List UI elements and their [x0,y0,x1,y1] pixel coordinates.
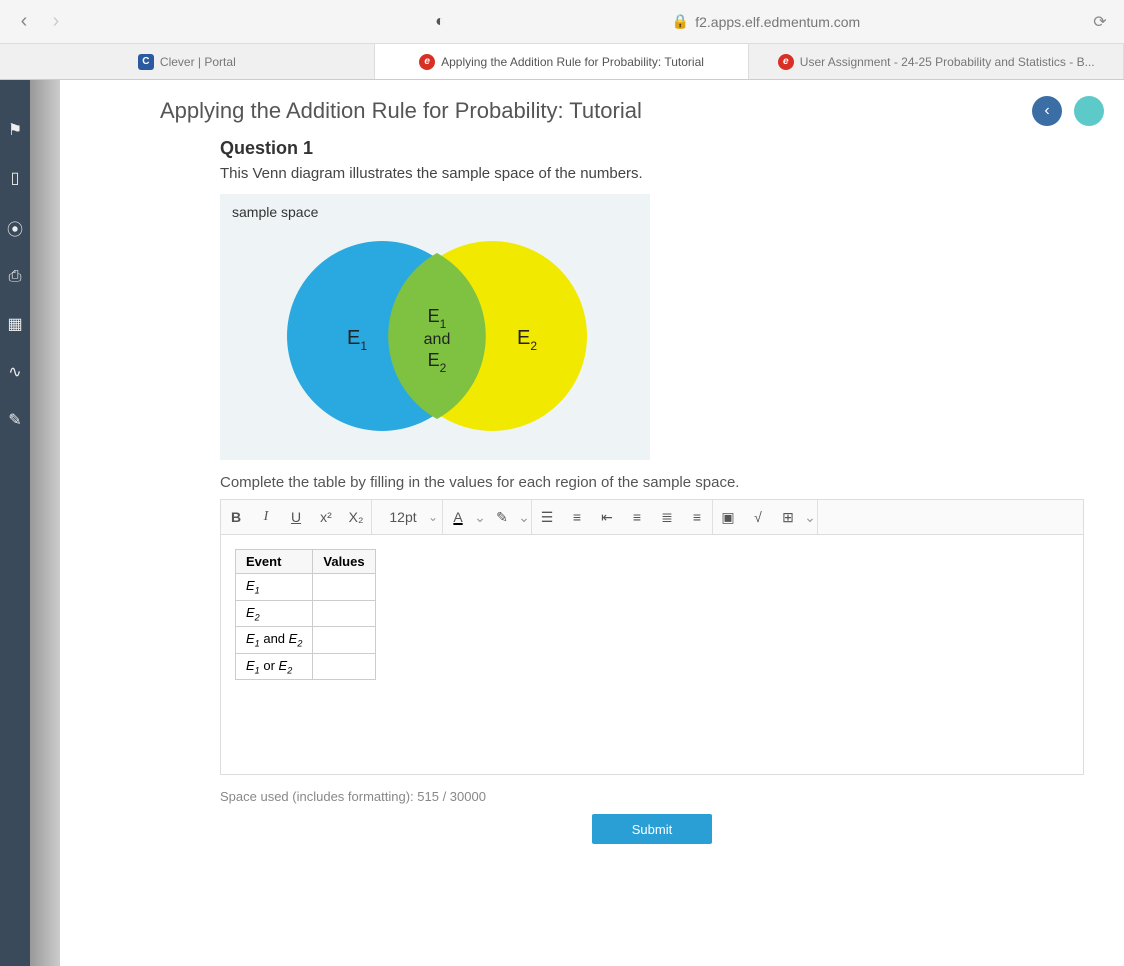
table-row: E2 [236,600,376,627]
align-left-button[interactable]: ≡ [622,500,652,534]
value-cell[interactable] [313,600,375,627]
space-used-text: Space used (includes formatting): 515 / … [220,789,1084,804]
url-text: f2.apps.elf.edmentum.com [695,14,860,30]
rail-pen-icon[interactable]: ✎ [8,410,21,430]
page-content: Applying the Addition Rule for Probabili… [60,80,1124,966]
favicon-clever: C [138,54,154,70]
number-list-button[interactable]: ≡ [562,500,592,534]
value-cell[interactable] [313,574,375,601]
question-text: This Venn diagram illustrates the sample… [220,165,1084,182]
left-rail: ⚑ ▯ ⦿ ⎙ ▦ ∿ ✎ [0,80,30,966]
bullet-list-button[interactable]: ☰ [532,500,562,534]
submit-button[interactable]: Submit [592,814,712,844]
event-table-body: E1E2E1 and E2E1 or E2 [236,574,376,680]
align-right-button[interactable]: ≡ [682,500,712,534]
tab-assignment[interactable]: e User Assignment - 24-25 Probability an… [749,44,1124,79]
rail-print-icon[interactable]: ⎙ [9,268,22,286]
back-button[interactable]: ‹ [8,6,40,38]
refresh-button[interactable]: ⟳ [1084,12,1116,32]
value-cell[interactable] [313,653,375,680]
table-row: E1 or E2 [236,653,376,680]
rail-flag-icon[interactable]: ⚑ [8,120,22,140]
page-back-button[interactable]: ‹ [1032,96,1062,126]
favicon-edmentum: e [778,54,794,70]
tab-label: Applying the Addition Rule for Probabili… [441,55,704,69]
outdent-button[interactable]: ⇤ [592,500,622,534]
browser-toolbar: ‹ › ◐ 🔒 f2.apps.elf.edmentum.com ⟳ [0,0,1124,44]
tab-tutorial[interactable]: e Applying the Addition Rule for Probabi… [375,44,750,79]
equation-button[interactable]: √ [743,500,773,534]
event-cell: E1 and E2 [236,627,313,654]
rail-link-icon[interactable]: ∿ [8,362,21,382]
event-cell: E1 [236,574,313,601]
url-bar[interactable]: 🔒 f2.apps.elf.edmentum.com [448,13,1084,30]
table-header-event: Event [236,550,313,574]
tab-label: Clever | Portal [160,55,236,69]
favicon-edmentum: e [419,54,435,70]
superscript-button[interactable]: x² [311,500,341,534]
rail-grid-icon[interactable]: ▦ [7,314,22,334]
table-row: E1 and E2 [236,627,376,654]
page-next-button[interactable] [1074,96,1104,126]
venn-box-label: sample space [232,204,638,220]
page-title: Applying the Addition Rule for Probabili… [160,98,1020,124]
underline-button[interactable]: U [281,500,311,534]
highlight-button[interactable]: ✎ [487,500,517,534]
editor-toolbar: B I U x² X₂ 12pt A ⌄ ✎ ⌄ ☰ ≡ [220,499,1084,535]
rail-wifi-icon[interactable]: ⦿ [7,216,23,240]
tab-label: User Assignment - 24-25 Probability and … [800,55,1095,69]
text-color-button[interactable]: A [443,500,473,534]
tab-clever[interactable]: C Clever | Portal [0,44,375,79]
question-number: Question 1 [220,138,1084,159]
image-button[interactable]: ▣ [713,500,743,534]
instruction-text: Complete the table by filling in the val… [220,474,1084,491]
bold-button[interactable]: B [221,500,251,534]
table-header-values: Values [313,550,375,574]
doc-shadow [30,80,60,966]
event-cell: E2 [236,600,313,627]
privacy-shield-icon[interactable]: ◐ [432,14,448,30]
font-size-select[interactable]: 12pt [372,500,442,534]
value-cell[interactable] [313,627,375,654]
table-row: E1 [236,574,376,601]
venn-diagram: E1 E1 and E2 E2 [232,226,638,446]
text-color-dropdown[interactable]: ⌄ [473,500,487,534]
rail-doc-icon[interactable]: ▯ [11,168,20,188]
forward-button[interactable]: › [40,6,72,38]
tab-strip: C Clever | Portal e Applying the Additio… [0,44,1124,80]
italic-button[interactable]: I [251,500,281,534]
table-dropdown[interactable]: ⌄ [803,500,817,534]
event-cell: E1 or E2 [236,653,313,680]
highlight-dropdown[interactable]: ⌄ [517,500,531,534]
event-table: Event Values E1E2E1 and E2E1 or E2 [235,549,376,680]
subscript-button[interactable]: X₂ [341,500,371,534]
lock-icon: 🔒 [672,13,689,30]
venn-center-and: and [424,331,451,348]
align-center-button[interactable]: ≣ [652,500,682,534]
editor-area[interactable]: Event Values E1E2E1 and E2E1 or E2 [220,535,1084,775]
venn-diagram-container: sample space E1 E1 and E2 E2 [220,194,650,460]
table-button[interactable]: ⊞ [773,500,803,534]
